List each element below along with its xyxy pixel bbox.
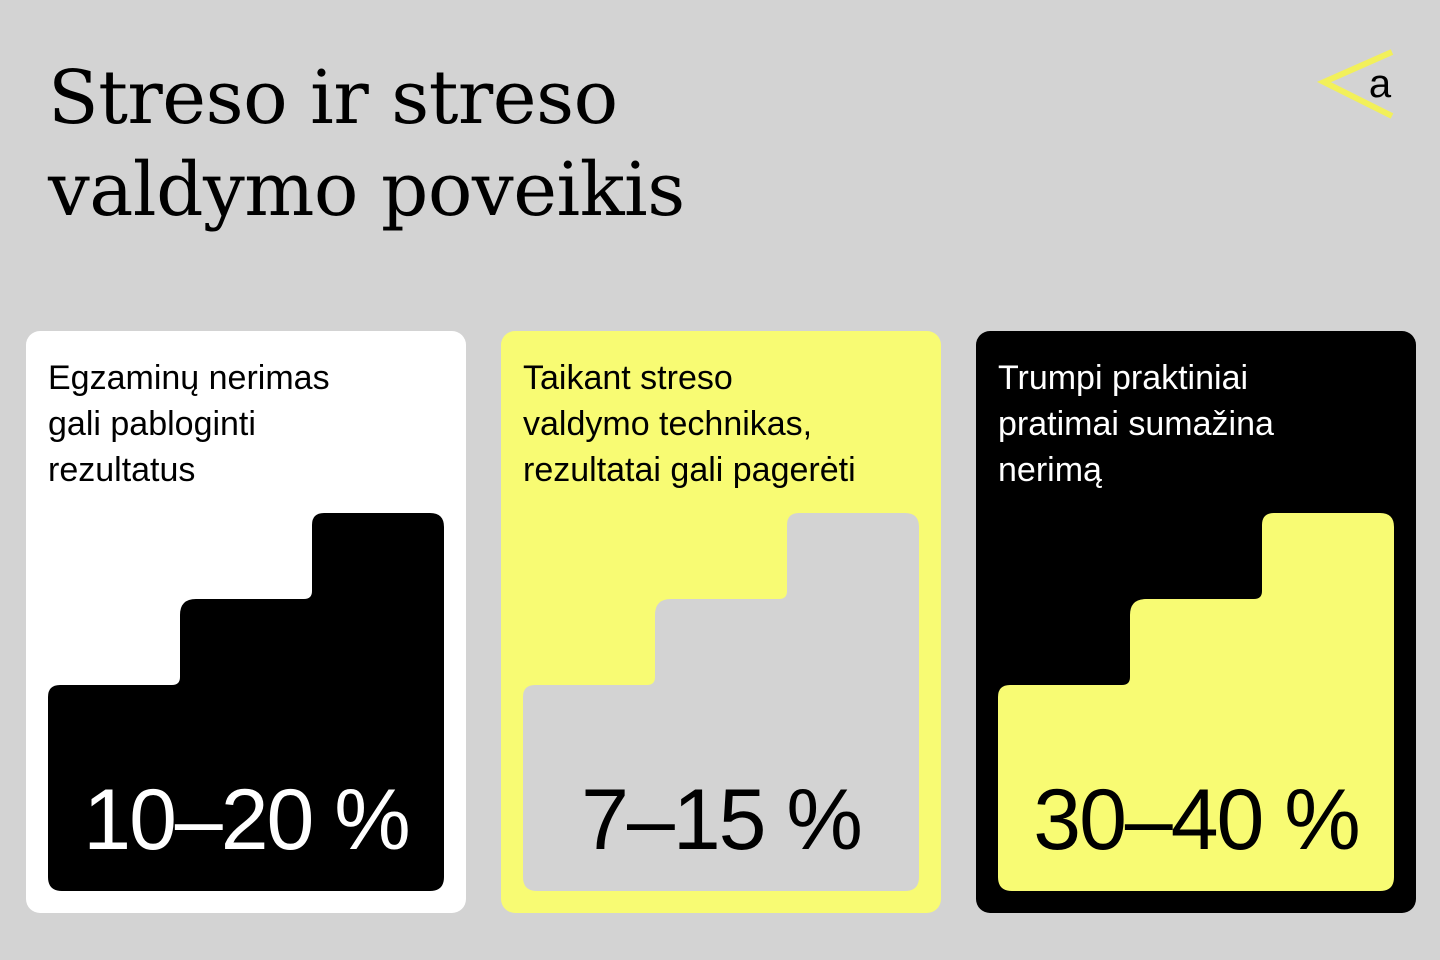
- stat-card-exam-anxiety: Egzaminų nerimas gali pabloginti rezulta…: [26, 331, 466, 913]
- card-description: Trumpi praktiniai pratimai sumažina neri…: [998, 359, 1274, 489]
- stat-card-stress-techniques: Taikant streso valdymo technikas, rezult…: [501, 331, 941, 913]
- stat-value: 10–20 %: [83, 772, 411, 868]
- stairs-shape: [48, 513, 444, 891]
- stat-value: 7–15 %: [581, 772, 863, 868]
- logo-letter: a: [1368, 62, 1392, 106]
- stat-card-practical-exercises: Trumpi praktiniai pratimai sumažina neri…: [976, 331, 1416, 913]
- stairs-shape: [998, 513, 1394, 891]
- stairs-shape: [523, 513, 919, 891]
- chevron-left-icon: [1316, 49, 1394, 119]
- page-title: Streso ir streso valdymo poveikis: [48, 55, 685, 233]
- stat-value: 30–40 %: [1033, 772, 1361, 868]
- card-description: Taikant streso valdymo technikas, rezult…: [523, 359, 856, 489]
- stair-graphic: 10–20 %: [48, 513, 444, 891]
- brand-logo: a: [1312, 44, 1402, 128]
- card-description: Egzaminų nerimas gali pabloginti rezulta…: [48, 359, 330, 489]
- stair-graphic: 30–40 %: [998, 513, 1394, 891]
- stair-graphic: 7–15 %: [523, 513, 919, 891]
